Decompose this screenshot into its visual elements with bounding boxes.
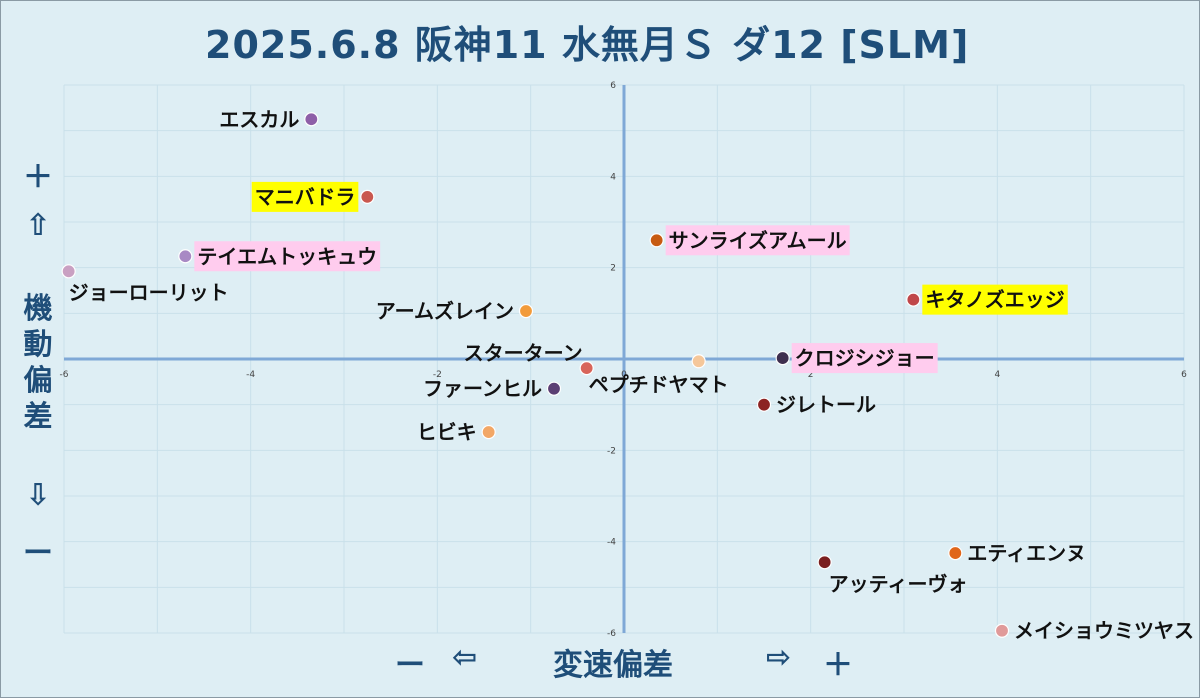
data-point — [520, 305, 533, 318]
y-tick-label: 2 — [610, 264, 616, 274]
point-label: メイショウミツヤス — [1014, 619, 1194, 643]
y-tick-label: 4 — [610, 172, 616, 182]
point-label: クロジシジョー — [795, 346, 935, 370]
data-point — [692, 355, 705, 368]
point-label: ヒビキ — [417, 420, 477, 444]
point-label: マニバドラ — [255, 185, 356, 209]
x-tick-label: 6 — [1181, 370, 1187, 380]
data-point — [996, 624, 1009, 637]
y-tick-label: 6 — [610, 81, 616, 91]
x-tick-label: 4 — [994, 370, 1000, 380]
data-point — [361, 190, 374, 203]
data-point — [758, 398, 771, 411]
y-tick-label: -2 — [607, 446, 616, 456]
data-point — [818, 556, 831, 569]
point-label: ファーンヒル — [423, 377, 542, 401]
x-tick-label: -6 — [60, 370, 69, 380]
point-label: スターターン — [464, 341, 583, 365]
data-point — [949, 547, 962, 560]
point-label: エスカル — [219, 107, 299, 131]
point-label: ペプチドヤマト — [589, 372, 729, 396]
point-label: アームズレイン — [376, 299, 514, 323]
data-point — [907, 293, 920, 306]
data-point — [776, 352, 789, 365]
y-tick-label: -4 — [607, 538, 616, 548]
point-label: アッティーヴォ — [829, 572, 968, 596]
data-point — [482, 426, 495, 439]
data-point — [548, 382, 561, 395]
data-point — [305, 113, 318, 126]
point-label: エティエンヌ — [967, 541, 1086, 565]
point-label: キタノズエッジ — [925, 288, 1064, 312]
point-label: ジレトール — [776, 393, 876, 417]
point-label: ジョーローリット — [69, 280, 229, 304]
y-tick-label: -6 — [607, 629, 616, 639]
point-label: テイエムトッキュウ — [197, 244, 377, 268]
x-tick-label: -4 — [246, 370, 255, 380]
point-label: サンライズアムール — [669, 228, 847, 252]
data-point — [179, 250, 192, 263]
data-point — [650, 234, 663, 247]
data-point — [62, 265, 75, 278]
